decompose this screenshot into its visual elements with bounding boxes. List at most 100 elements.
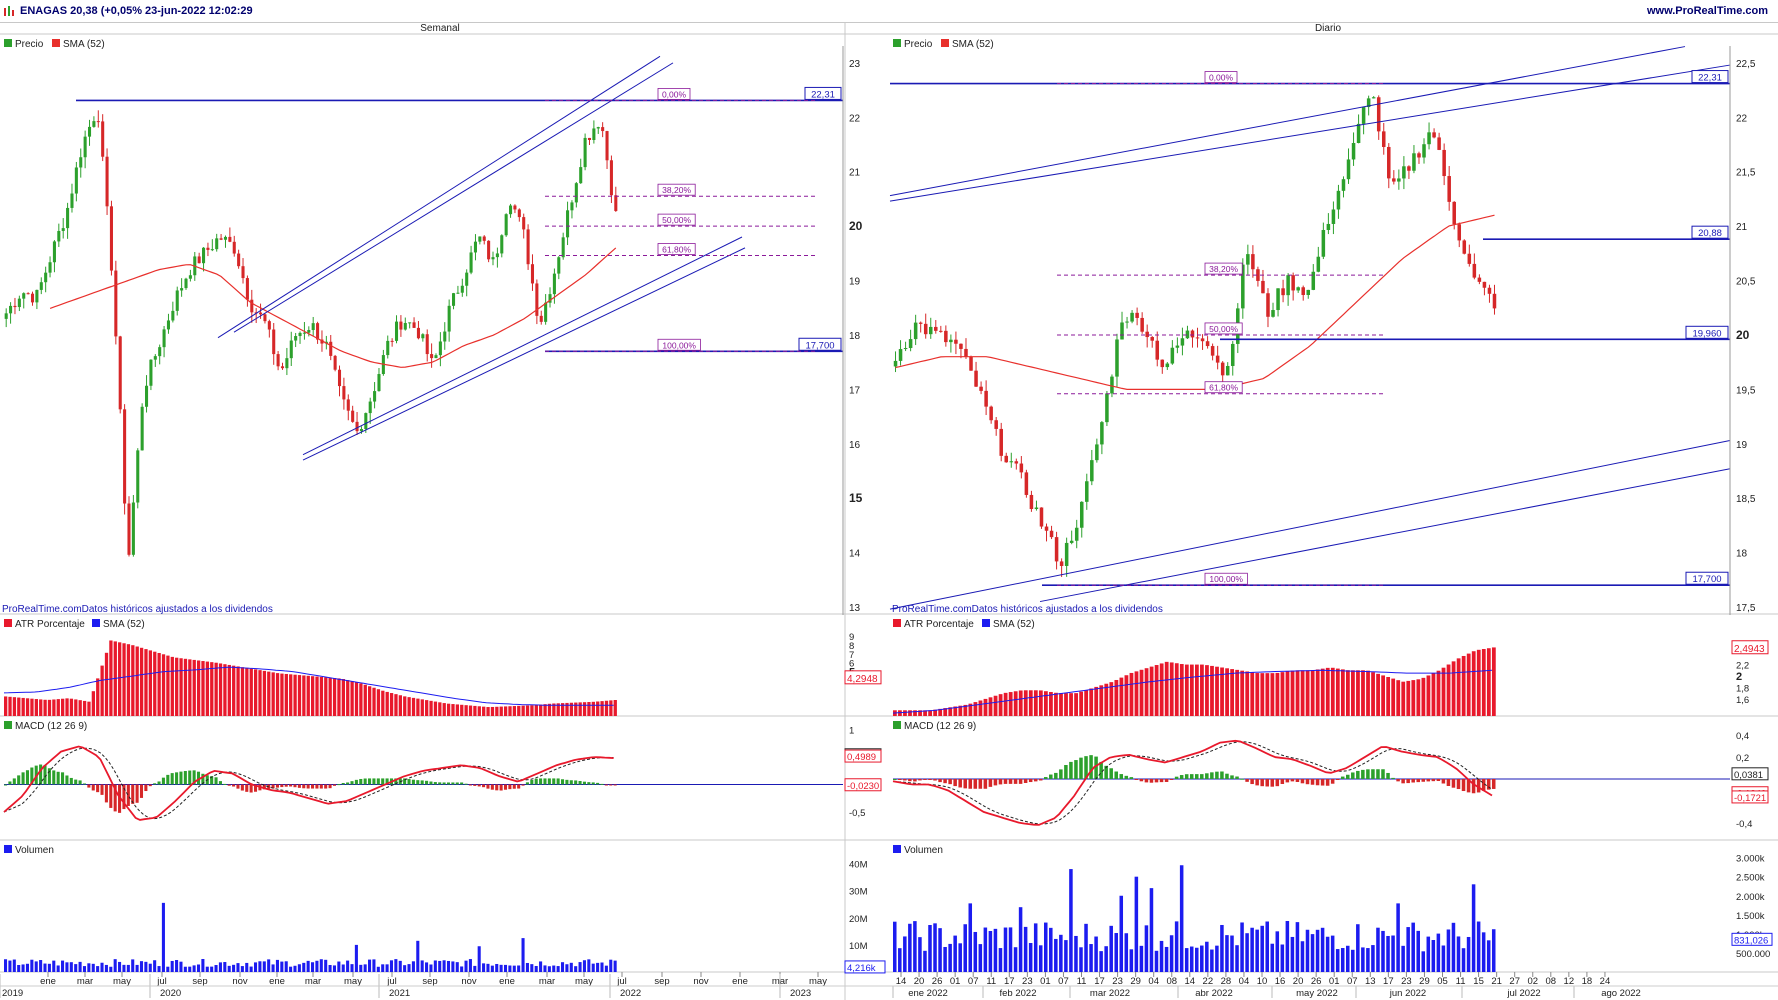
candle-body (96, 121, 100, 123)
volume-bar (1235, 945, 1239, 972)
candle (329, 335, 333, 361)
fib-label: 50,00% (1209, 324, 1238, 334)
candle-body (1185, 330, 1190, 339)
macd-histogram-bar (1401, 779, 1405, 784)
atr-bar (210, 662, 214, 716)
macd-histogram-bar (275, 784, 279, 788)
macd-histogram-bar (1129, 777, 1134, 779)
candle (206, 242, 210, 257)
volume-tick-label: 10M (849, 941, 868, 952)
volume-tick-label: 2.500k (1736, 873, 1765, 884)
candle-body (1009, 461, 1014, 463)
weekly-legend-atr: ATR Porcentaje (15, 619, 85, 630)
macd-histogram-bar (913, 779, 917, 782)
day-label: 01 (1329, 976, 1340, 987)
volume-bar (539, 961, 543, 972)
daily-macd-panel[interactable]: MACD (12 26 9) 0,40,20,0381-0,1340-0,172… (892, 721, 1769, 830)
volume-bar (578, 962, 582, 972)
level-label-box (1691, 70, 1729, 84)
atr-bar (569, 702, 574, 716)
level-label: 19,960 (1692, 328, 1721, 339)
trend-channel-line (233, 62, 674, 333)
atr-bar (1476, 649, 1481, 716)
daily-price-panel[interactable]: Precio SMA (52) 22,3120,8819,96017,7000,… (889, 39, 1756, 615)
daily-legend-atr-sma: SMA (52) (993, 619, 1035, 630)
daily-atr-bars (892, 647, 1496, 716)
volume-bar (39, 960, 43, 972)
candle-body (1049, 530, 1054, 538)
candle (1361, 106, 1366, 135)
candle-body (1276, 288, 1280, 311)
candle (1306, 289, 1311, 299)
volume-bar (1240, 922, 1244, 972)
fib-label-box (1204, 322, 1243, 335)
candle (1210, 343, 1215, 361)
candle (386, 335, 390, 359)
candle (245, 275, 249, 307)
macd-histogram-bar (1210, 772, 1214, 779)
volume-bar (161, 902, 165, 972)
candle-body (166, 320, 170, 330)
weekly-macd-panel[interactable]: MACD (12 26 9) 10,52190,4989-0,0230-0,5 (3, 721, 882, 821)
price-tick-label: 22,5 (1736, 59, 1756, 70)
volume-bar (438, 960, 442, 972)
atr-bar (948, 707, 953, 716)
candle (123, 404, 127, 515)
daily-macd (892, 739, 1730, 826)
candle (175, 286, 179, 316)
macd-histogram-bar (1044, 777, 1048, 779)
day-label: 11 (986, 976, 996, 987)
candle (30, 291, 35, 306)
day-label: 28 (1221, 976, 1232, 987)
volume-bar (451, 961, 455, 972)
weekly-atr-panel[interactable]: ATR Porcentaje SMA (52) 987654,2948 (3, 619, 882, 716)
atr-bar (328, 677, 332, 716)
atr-bar (521, 705, 525, 716)
atr-bar (253, 669, 258, 716)
site-link[interactable]: www.ProRealTime.com (1646, 5, 1768, 17)
candle (1125, 316, 1129, 329)
macd-histogram-bar (1240, 778, 1244, 780)
daily-volume-panel[interactable]: Volumen 3.000k2.500k2.000k1.500k1.000k83… (893, 845, 1773, 972)
volume-bar (604, 965, 608, 972)
macd-histogram-bar (113, 784, 117, 812)
atr-bar (69, 698, 74, 716)
candle-body (1100, 422, 1104, 445)
macd-histogram-bar (1059, 769, 1063, 779)
candle-body (999, 428, 1003, 456)
candle-body (202, 247, 206, 264)
candle (898, 340, 903, 366)
volume-bar (973, 931, 978, 972)
day-label: 07 (968, 976, 979, 987)
price-tick-label: 14 (849, 549, 861, 560)
volume-bar (1346, 945, 1350, 972)
month-label: nov (693, 976, 709, 987)
daily-time-axis: 14 20 26 01 07 11 17 23 01 07 11 17 23 29 04 08 14 22 28 04… (845, 972, 1778, 999)
candle (1442, 143, 1446, 186)
weekly-price-panel[interactable]: Precio SMA (52) 22,3117,7000,00%38,20%50… (2, 39, 863, 615)
macd-histogram-bar (477, 784, 481, 787)
macd-histogram-bar (1486, 779, 1491, 790)
volume-bar (368, 959, 372, 972)
atr-bar (923, 710, 927, 716)
volume-bar (525, 962, 529, 972)
price-tick-label: 17,5 (1736, 603, 1756, 614)
atr-bar (34, 699, 38, 716)
month-label: mar 2022 (1090, 988, 1130, 999)
macd-histogram-bar (1371, 769, 1375, 779)
atr-bar (1018, 690, 1023, 716)
volume-bar (126, 964, 130, 972)
macd-histogram-bar (166, 774, 170, 785)
chart-area[interactable]: Semanal Diario Precio SMA (52) 22,3117,7… (0, 22, 1778, 1000)
candle-body (35, 289, 39, 303)
volume-bar (1250, 927, 1254, 972)
day-label: 20 (1293, 976, 1304, 987)
volume-bar (328, 965, 332, 972)
candle-body (535, 283, 539, 316)
atr-tick-label: 6 (849, 659, 854, 670)
volume-bar (1220, 924, 1224, 972)
macd-histogram-bar (560, 779, 565, 785)
